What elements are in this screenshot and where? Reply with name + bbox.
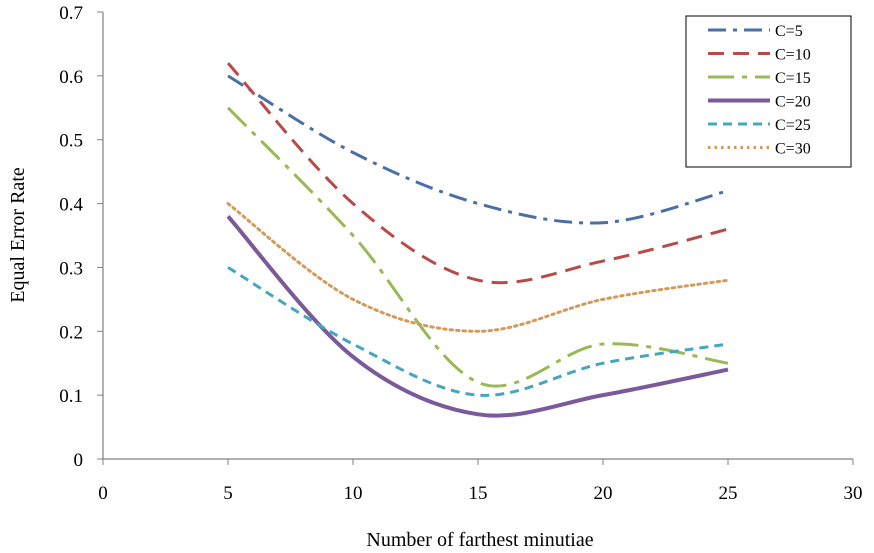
series-line-c-20 [226, 215, 729, 418]
x-tick-label: 10 [344, 483, 363, 504]
x-tick-label: 0 [98, 483, 108, 504]
legend-box [685, 15, 852, 168]
y-tick-label: 0.6 [59, 67, 83, 88]
series-line-c-30 [226, 202, 730, 333]
legend-entry: C=20 [775, 94, 811, 111]
y-tick-label: 0.5 [59, 131, 83, 152]
legend-entry: C=15 [775, 70, 811, 87]
x-tick-label: 20 [594, 483, 613, 504]
series-line-c-10 [226, 62, 729, 285]
x-tick-label: 30 [844, 483, 863, 504]
y-tick-label: 0.2 [59, 322, 83, 343]
series-line-c-25 [227, 266, 729, 397]
legend-entry: C=25 [775, 117, 811, 134]
legend-entry: C=10 [775, 47, 811, 64]
y-tick-label: 0.3 [59, 258, 83, 279]
x-axis-title: Number of farthest minutiae [366, 529, 593, 551]
series-layer [226, 62, 730, 418]
series-line-c-15 [226, 106, 729, 388]
y-tick-label: 0.1 [59, 386, 83, 407]
series-line-c-5 [227, 74, 729, 225]
x-tick-label: 5 [223, 483, 233, 504]
y-tick-label: 0 [74, 450, 84, 471]
y-axis-title: Equal Error Rate [7, 167, 29, 303]
legend-entry: C=30 [775, 141, 811, 158]
y-tick-label: 0.7 [59, 3, 83, 24]
x-tick-label: 25 [719, 483, 738, 504]
legend-entry: C=5 [775, 23, 803, 40]
legend: C=5 C=10 C=15 C=20 C=25 C=30 [685, 15, 852, 168]
axes: 0 5 10 15 20 25 30 0 0.1 0.2 0.3 0.4 0.5 0.6 0.7 [59, 3, 862, 504]
x-tick-label: 15 [469, 483, 488, 504]
y-tick-label: 0.4 [59, 195, 83, 216]
